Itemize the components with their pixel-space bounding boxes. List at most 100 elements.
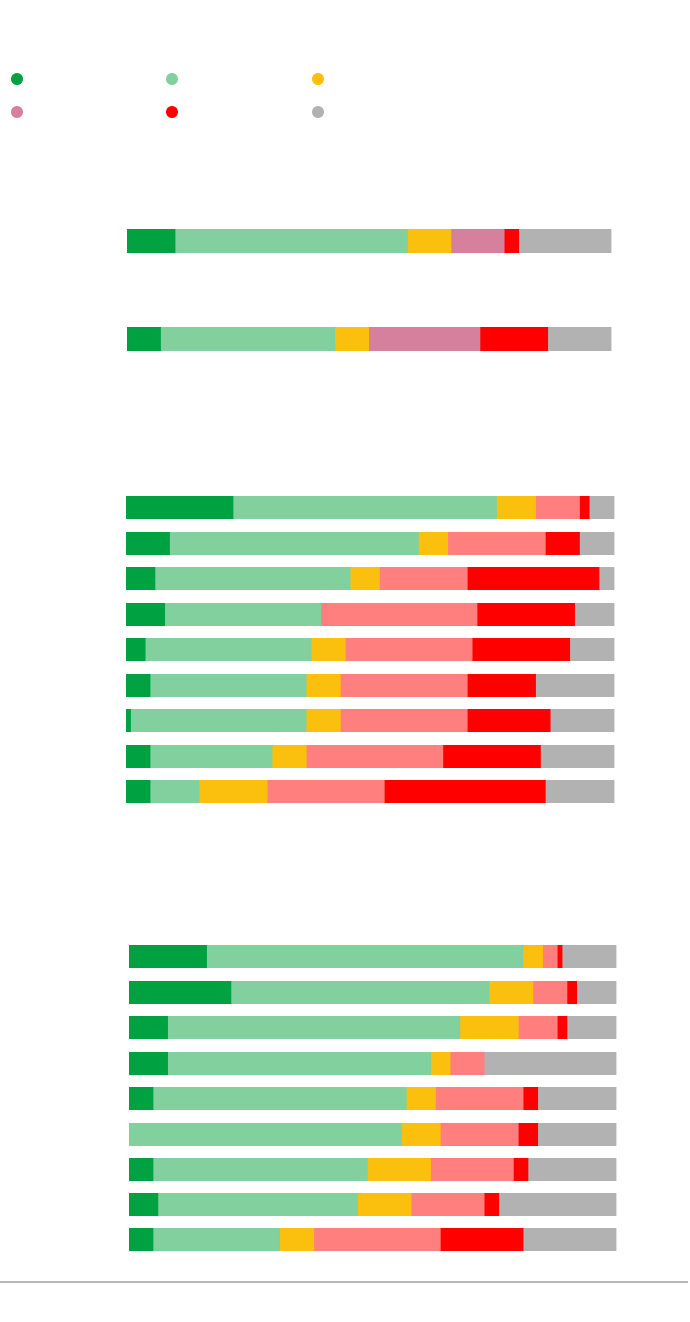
bar-row-7 (126, 709, 615, 732)
bar-segment-6 (523, 1228, 617, 1251)
bar-segment-3 (272, 745, 307, 768)
chart-panel-3 (129, 945, 617, 1251)
bar-segment-2 (153, 1158, 369, 1181)
bar-segment-4 (314, 1228, 442, 1251)
bar-segment-4 (435, 1087, 524, 1110)
bar-segment-1 (129, 1193, 159, 1216)
bar-segment-5 (467, 567, 600, 590)
bar-row-7 (129, 1158, 617, 1181)
bar-segment-2 (129, 1123, 403, 1146)
bar-row-9 (126, 780, 615, 803)
bar-segment-4 (345, 638, 473, 661)
bar-segment-6 (574, 603, 615, 626)
bar-segment-3 (350, 567, 381, 590)
bar-segment-2 (167, 1016, 461, 1039)
bar-segment-6 (499, 1193, 617, 1216)
bar-segment-6 (519, 229, 612, 253)
bar-segment-4 (535, 496, 581, 519)
bar-segment-1 (129, 1016, 169, 1039)
bar-segment-3 (311, 638, 346, 661)
bar-row-1 (126, 496, 615, 519)
bar-segment-5 (557, 945, 563, 968)
bar-segment-3 (407, 229, 452, 253)
bar-segment-4 (267, 780, 386, 803)
bar-segment-5 (557, 1016, 568, 1039)
bar-segment-3 (335, 327, 370, 351)
bar-segment-5 (443, 745, 542, 768)
bar-segment-3 (460, 1016, 519, 1039)
bar-row-8 (126, 745, 615, 768)
bar-segment-6 (550, 709, 615, 732)
bar-segment-4 (306, 745, 444, 768)
bar-row-2 (127, 327, 612, 351)
bar-segment-3 (489, 981, 534, 1004)
bar-row-4 (129, 1052, 617, 1075)
bar-segment-3 (496, 496, 537, 519)
bar-segment-3 (306, 674, 342, 697)
bar-segment-4 (369, 327, 481, 351)
bar-segment-5 (579, 496, 590, 519)
bar-segment-4 (448, 532, 547, 555)
legend-marker-5 (166, 106, 178, 118)
bar-segment-1 (129, 1228, 154, 1251)
bar-segment-2 (158, 1193, 359, 1216)
bar-segment-6 (579, 532, 615, 555)
chart-panel-1 (127, 229, 612, 351)
bar-segment-1 (126, 567, 156, 590)
bar-segment-3 (199, 780, 268, 803)
bar-segment-2 (130, 709, 307, 732)
bar-segment-4 (518, 1016, 558, 1039)
bar-segment-4 (440, 1123, 519, 1146)
bar-segment-5 (513, 1158, 529, 1181)
bar-segment-5 (518, 1123, 539, 1146)
bar-segment-3 (418, 532, 449, 555)
bar-row-6 (126, 674, 615, 697)
bar-segment-1 (129, 1052, 169, 1075)
bar-segment-5 (467, 709, 551, 732)
bar-segment-5 (467, 674, 537, 697)
bar-segment-2 (160, 327, 336, 351)
bar-segment-2 (165, 603, 322, 626)
bar-segment-6 (484, 1052, 617, 1075)
bar-segment-5 (472, 638, 571, 661)
bar-segment-2 (150, 745, 273, 768)
bar-segment-3 (306, 709, 342, 732)
legend (11, 73, 324, 118)
bar-segment-6 (545, 780, 615, 803)
bar-segment-1 (126, 496, 234, 519)
bar-segment-1 (126, 780, 151, 803)
bar-segment-1 (127, 229, 176, 253)
bar-segment-4 (450, 1052, 485, 1075)
bar-segment-4 (451, 229, 505, 253)
legend-marker-3 (312, 73, 324, 85)
bar-segment-6 (567, 1016, 617, 1039)
bar-segment-2 (167, 1052, 432, 1075)
bar-row-1 (127, 229, 612, 253)
bar-segment-2 (155, 567, 351, 590)
bar-segment-5 (545, 532, 581, 555)
bar-segment-6 (577, 981, 617, 1004)
bar-segment-1 (126, 603, 166, 626)
bar-segment-1 (129, 1087, 154, 1110)
bar-segment-2 (153, 1228, 281, 1251)
bar-row-6 (129, 1123, 617, 1146)
bar-segment-3 (523, 945, 544, 968)
bar-segment-6 (528, 1158, 617, 1181)
bar-segment-4 (542, 945, 558, 968)
bar-segment-4 (379, 567, 468, 590)
bar-segment-6 (538, 1123, 617, 1146)
bar-segment-5 (504, 229, 520, 253)
bar-segment-1 (126, 532, 171, 555)
bar-segment-2 (233, 496, 498, 519)
bar-segment-5 (477, 603, 576, 626)
bar-segment-4 (533, 981, 568, 1004)
chart-panel-2 (126, 496, 615, 803)
bar-row-3 (126, 567, 615, 590)
bar-segment-4 (430, 1158, 515, 1181)
bar-segment-2 (145, 638, 312, 661)
bar-segment-3 (401, 1123, 442, 1146)
legend-marker-6 (312, 106, 324, 118)
bar-segment-5 (480, 327, 549, 351)
bar-segment-5 (523, 1087, 539, 1110)
